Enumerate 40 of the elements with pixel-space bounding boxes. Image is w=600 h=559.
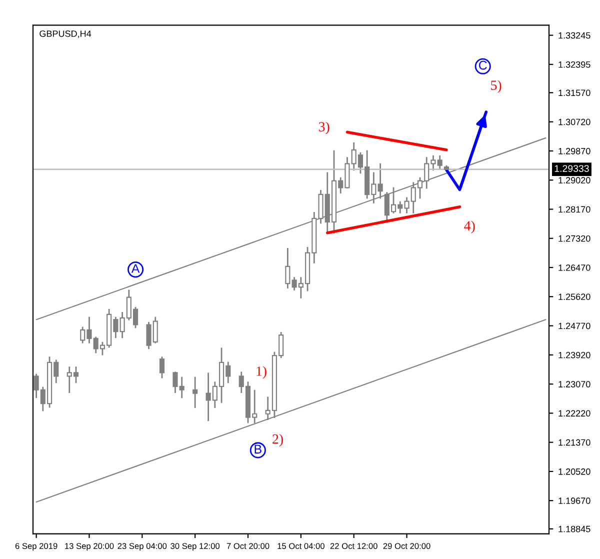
annotation: A — [131, 264, 140, 273]
y-tick-label: 1.30720 — [558, 118, 590, 126]
y-tick-label: 1.23070 — [558, 381, 590, 388]
x-tick-label: 23 Sep 04:00 — [118, 543, 167, 551]
annotation: 3) — [318, 122, 330, 134]
x-tick-label: 13 Sep 20:00 — [65, 543, 114, 551]
x-tick-label: 15 Oct 04:00 — [278, 543, 324, 549]
x-tick-label: 6 Sep 2019 — [15, 543, 58, 551]
annotation: 4) — [464, 220, 475, 234]
candlestick — [285, 248, 290, 288]
y-tick-label: 1.27320 — [558, 235, 590, 242]
y-tick-label: 1.24770 — [558, 322, 590, 330]
y-tick-label: 1.25620 — [558, 294, 590, 300]
y-tick-label: 1.19670 — [558, 498, 590, 504]
text: GBPUSD,H4 — [40, 30, 92, 38]
annotation: 1) — [256, 366, 266, 379]
candlestick — [378, 163, 383, 199]
y-tick-label: 1.23920 — [558, 352, 590, 358]
y-tick-label: 1.22220 — [558, 410, 590, 417]
y-tick-label: 1.31570 — [558, 90, 590, 96]
y-tick-label: 1.33245 — [558, 32, 590, 39]
x-tick-label: 30 Sep 12:00 — [170, 543, 220, 551]
y-tick-label: 1.21370 — [558, 439, 590, 446]
y-tick-label: 1.18845 — [558, 526, 590, 532]
y-tick-label: 1.32395 — [558, 61, 590, 68]
y-tick-label: 1.28170 — [558, 206, 590, 213]
y-tick-label: 1.26470 — [558, 264, 590, 271]
x-tick-label: 22 Oct 12:00 — [330, 543, 378, 549]
x-tick-label: 7 Oct 20:00 — [226, 543, 270, 549]
annotation: 2) — [272, 434, 283, 447]
annotation: C — [478, 60, 487, 70]
candlestick — [192, 376, 198, 408]
y-tick-label: 1.29020 — [558, 177, 590, 184]
y-tick-label: 1.20520 — [558, 468, 590, 475]
candlestick — [159, 356, 165, 378]
x-tick-label: 29 Oct 20:00 — [383, 543, 430, 549]
annotation: 5) — [491, 80, 502, 93]
ref-line-label: 1.29333 — [554, 165, 589, 172]
annotation: B — [254, 444, 262, 454]
y-tick-label: 1.29870 — [558, 148, 590, 154]
